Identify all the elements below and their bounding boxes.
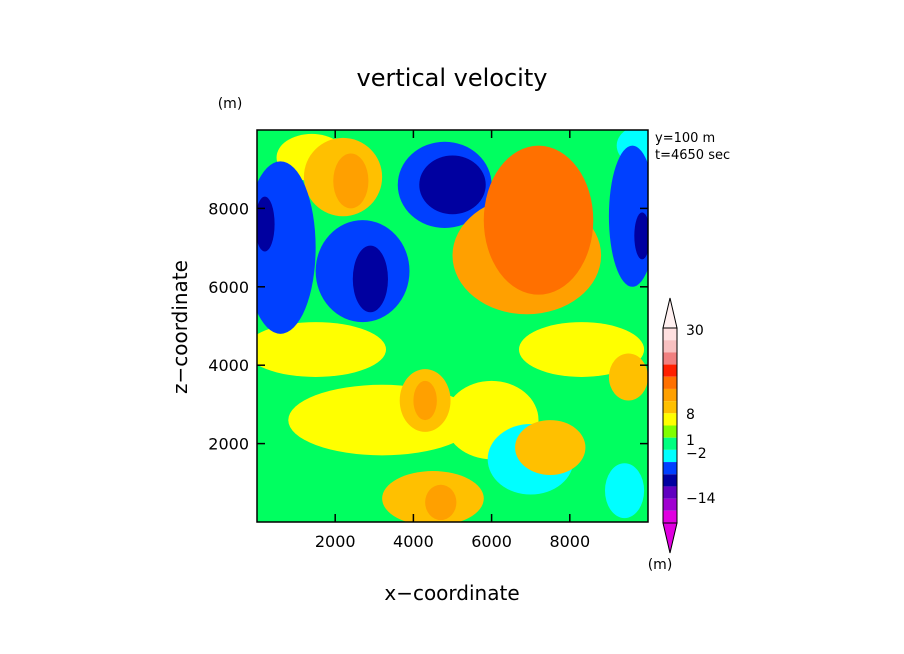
contour-region-gold xyxy=(608,353,648,401)
colorbar-min-arrow xyxy=(662,522,678,554)
contour-region-amber xyxy=(413,380,437,421)
colorbar-label: 30 xyxy=(686,323,704,339)
x-tick-label: 2000 xyxy=(315,532,356,551)
colorbar-segment xyxy=(663,413,677,426)
chart-title: vertical velocity xyxy=(357,64,548,92)
contour-region-cyan xyxy=(604,463,645,519)
colorbar-label: 1 xyxy=(686,433,695,449)
colorbar xyxy=(662,297,678,554)
colorbar-segment xyxy=(663,510,677,523)
plot-info: y=100 m t=4650 sec xyxy=(655,131,730,163)
colorbar-segment xyxy=(663,328,677,341)
colorbar-segment xyxy=(663,486,677,499)
contour-region-amber xyxy=(333,153,369,209)
contour-region-orange xyxy=(483,145,594,295)
x-axis-ticks: 2000 4000 6000 8000 xyxy=(315,130,590,551)
colorbar-segment xyxy=(663,364,677,377)
colorbar-label: −2 xyxy=(686,446,707,462)
y-axis-unit: (m) xyxy=(218,96,243,112)
colorbar-segment xyxy=(663,388,677,402)
x-tick-label: 8000 xyxy=(549,532,590,551)
x-axis-label: x−coordinate xyxy=(384,581,519,605)
y-axis-label: z−coordinate xyxy=(168,260,192,394)
colorbar-max-arrow xyxy=(662,297,678,329)
colorbar-segment xyxy=(663,498,677,511)
contour-region-navy xyxy=(634,212,648,260)
plot-frame xyxy=(256,129,649,523)
y-tick-label: 2000 xyxy=(208,435,249,454)
colorbar-segment xyxy=(663,474,677,487)
colorbar-labels: 30 8 1−2 −14 xyxy=(686,323,716,507)
x-tick-label: 6000 xyxy=(471,532,512,551)
contour-region-amber xyxy=(425,484,457,521)
contour-region-navy xyxy=(419,155,486,215)
x-tick-label: 4000 xyxy=(393,532,434,551)
colorbar-unit: (m) xyxy=(648,557,673,573)
contour-region-navy xyxy=(352,245,388,313)
colorbar-label: −14 xyxy=(686,491,716,507)
contour-field xyxy=(257,130,648,522)
colorbar-segment xyxy=(663,462,677,475)
contour-region-navy xyxy=(257,196,275,252)
colorbar-segment xyxy=(663,449,677,463)
y-tick-label: 8000 xyxy=(208,199,249,218)
colorbar-segment xyxy=(663,401,677,414)
contour-region-yellow xyxy=(257,322,387,377)
colorbar-segment xyxy=(663,425,677,438)
plot-info-line: y=100 m xyxy=(655,131,715,146)
y-tick-label: 4000 xyxy=(208,356,249,375)
colorbar-segment xyxy=(663,376,677,389)
colorbar-label: 8 xyxy=(686,407,695,423)
plot-info-line: t=4650 sec xyxy=(655,148,730,163)
contour-region-gold xyxy=(515,420,586,475)
colorbar-segment xyxy=(663,352,677,365)
contour-region-blue xyxy=(608,145,648,287)
y-axis-ticks: 2000 4000 6000 8000 xyxy=(208,199,648,454)
colorbar-segment xyxy=(663,437,677,450)
y-tick-label: 6000 xyxy=(208,278,249,297)
colorbar-segment xyxy=(663,340,677,353)
contour-region-blue xyxy=(257,161,316,334)
